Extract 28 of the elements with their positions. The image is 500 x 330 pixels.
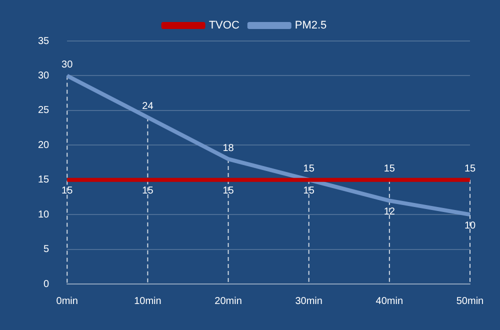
x-tick-label: 50min xyxy=(456,296,484,307)
data-label: 30 xyxy=(62,59,74,70)
y-tick-label: 5 xyxy=(44,244,50,256)
y-tick-label: 15 xyxy=(38,174,50,186)
y-tick-label: 10 xyxy=(38,209,50,220)
y-tick-label: 30 xyxy=(38,70,50,82)
data-label: 15 xyxy=(303,164,315,175)
data-label: 15 xyxy=(142,186,154,197)
x-tick-label: 10min xyxy=(134,296,162,307)
data-label: 10 xyxy=(464,220,476,232)
x-tick-label: 30min xyxy=(295,296,322,307)
legend-label: PM2.5 xyxy=(294,20,327,32)
data-label: 15 xyxy=(222,186,234,197)
x-tick-label: 0min xyxy=(56,296,78,307)
data-label: 15 xyxy=(384,164,396,175)
data-label: 15 xyxy=(303,186,315,197)
data-label: 15 xyxy=(464,164,476,175)
data-label: 18 xyxy=(222,142,234,154)
data-label: 15 xyxy=(62,186,74,197)
data-label: 24 xyxy=(142,101,154,112)
y-tick-label: 0 xyxy=(44,278,50,290)
y-tick-label: 20 xyxy=(38,140,50,151)
x-tick-label: 40min xyxy=(376,296,404,307)
y-tick-label: 35 xyxy=(38,36,50,47)
legend-label: TVOC xyxy=(208,20,240,32)
y-tick-label: 25 xyxy=(38,105,50,116)
x-tick-label: 20min xyxy=(214,296,242,307)
data-label: 12 xyxy=(384,206,396,218)
